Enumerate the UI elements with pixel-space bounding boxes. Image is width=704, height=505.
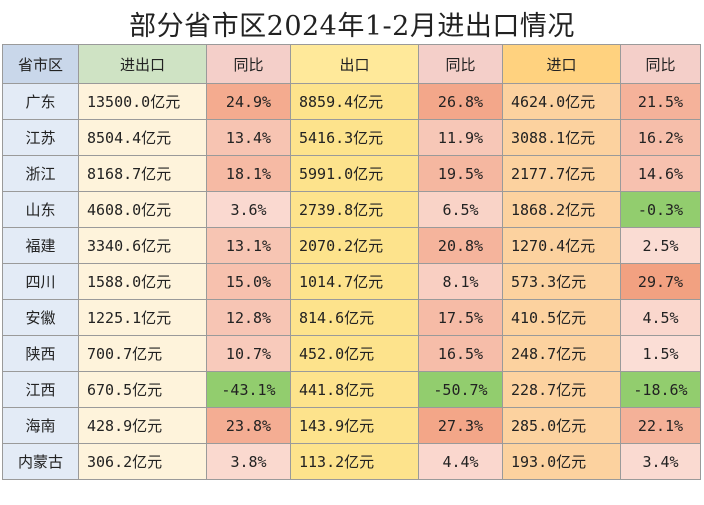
total-cell: 3340.6亿元 [78, 227, 207, 264]
total-cell: 306.2亿元 [78, 443, 207, 480]
export-cell: 2739.8亿元 [290, 191, 419, 228]
export-cell: 143.9亿元 [290, 407, 419, 444]
import-yoy-cell: 29.7% [620, 263, 701, 300]
province-cell: 浙江 [2, 155, 79, 192]
import-cell: 193.0亿元 [502, 443, 621, 480]
export-yoy-cell: 6.5% [418, 191, 503, 228]
province-cell: 江西 [2, 371, 79, 408]
export-cell: 8859.4亿元 [290, 83, 419, 120]
header-import-yoy: 同比 [620, 44, 701, 84]
import-yoy-cell: 4.5% [620, 299, 701, 336]
export-cell: 5416.3亿元 [290, 119, 419, 156]
export-cell: 2070.2亿元 [290, 227, 419, 264]
total-cell: 4608.0亿元 [78, 191, 207, 228]
total-yoy-cell: 18.1% [206, 155, 291, 192]
total-cell: 8504.4亿元 [78, 119, 207, 156]
export-cell: 5991.0亿元 [290, 155, 419, 192]
table-row: 广东 13500.0亿元 24.9% 8859.4亿元 26.8% 4624.0亿元 21.… [2, 83, 701, 120]
import-cell: 573.3亿元 [502, 263, 621, 300]
table-row: 江苏 8504.4亿元 13.4% 5416.3亿元 11.9% 3088.1亿元 16.2… [2, 119, 701, 156]
total-yoy-cell: 3.6% [206, 191, 291, 228]
import-cell: 1868.2亿元 [502, 191, 621, 228]
province-cell: 陕西 [2, 335, 79, 372]
import-cell: 410.5亿元 [502, 299, 621, 336]
header-import: 进口 [502, 44, 621, 84]
total-yoy-cell: 10.7% [206, 335, 291, 372]
total-yoy-cell: 12.8% [206, 299, 291, 336]
header-total: 进出口 [78, 44, 207, 84]
province-cell: 江苏 [2, 119, 79, 156]
province-cell: 广东 [2, 83, 79, 120]
table-body: 广东 13500.0亿元 24.9% 8859.4亿元 26.8% 4624.0亿元 21.… [2, 83, 701, 480]
province-cell: 安徽 [2, 299, 79, 336]
import-yoy-cell: -18.6% [620, 371, 701, 408]
total-yoy-cell: 23.8% [206, 407, 291, 444]
total-yoy-cell: 13.1% [206, 227, 291, 264]
header-export: 出口 [290, 44, 419, 84]
total-yoy-cell: 13.4% [206, 119, 291, 156]
table-row: 陕西 700.7亿元 10.7% 452.0亿元 16.5% 248.7亿元 1.5% [2, 335, 701, 372]
header-total-yoy: 同比 [206, 44, 291, 84]
trade-table: 省市区 进出口 同比 出口 同比 进口 同比 广东 13500.0亿元 24.9% 8… [2, 44, 701, 480]
export-yoy-cell: 26.8% [418, 83, 503, 120]
total-yoy-cell: 3.8% [206, 443, 291, 480]
total-yoy-cell: -43.1% [206, 371, 291, 408]
header-row: 省市区 进出口 同比 出口 同比 进口 同比 [2, 44, 701, 84]
export-yoy-cell: 16.5% [418, 335, 503, 372]
export-yoy-cell: -50.7% [418, 371, 503, 408]
export-yoy-cell: 17.5% [418, 299, 503, 336]
total-cell: 670.5亿元 [78, 371, 207, 408]
table-row: 江西 670.5亿元 -43.1% 441.8亿元 -50.7% 228.7亿元 -18.6… [2, 371, 701, 408]
export-yoy-cell: 4.4% [418, 443, 503, 480]
import-yoy-cell: 2.5% [620, 227, 701, 264]
table-row: 山东 4608.0亿元 3.6% 2739.8亿元 6.5% 1868.2亿元 -0.3% [2, 191, 701, 228]
total-cell: 700.7亿元 [78, 335, 207, 372]
import-cell: 1270.4亿元 [502, 227, 621, 264]
total-cell: 428.9亿元 [78, 407, 207, 444]
province-cell: 四川 [2, 263, 79, 300]
export-cell: 814.6亿元 [290, 299, 419, 336]
import-cell: 2177.7亿元 [502, 155, 621, 192]
province-cell: 福建 [2, 227, 79, 264]
export-cell: 113.2亿元 [290, 443, 419, 480]
header-export-yoy: 同比 [418, 44, 503, 84]
import-cell: 3088.1亿元 [502, 119, 621, 156]
export-yoy-cell: 11.9% [418, 119, 503, 156]
import-cell: 228.7亿元 [502, 371, 621, 408]
export-yoy-cell: 8.1% [418, 263, 503, 300]
total-cell: 1588.0亿元 [78, 263, 207, 300]
table-row: 安徽 1225.1亿元 12.8% 814.6亿元 17.5% 410.5亿元 4.5% [2, 299, 701, 336]
page-title: 部分省市区2024年1-2月进出口情况 [129, 10, 575, 42]
total-cell: 13500.0亿元 [78, 83, 207, 120]
export-cell: 452.0亿元 [290, 335, 419, 372]
export-cell: 441.8亿元 [290, 371, 419, 408]
total-yoy-cell: 15.0% [206, 263, 291, 300]
table-row: 浙江 8168.7亿元 18.1% 5991.0亿元 19.5% 2177.7亿元 14.6… [2, 155, 701, 192]
export-cell: 1014.7亿元 [290, 263, 419, 300]
export-yoy-cell: 27.3% [418, 407, 503, 444]
table-row: 内蒙古 306.2亿元 3.8% 113.2亿元 4.4% 193.0亿元 3.4% [2, 443, 701, 480]
import-yoy-cell: 3.4% [620, 443, 701, 480]
import-yoy-cell: 16.2% [620, 119, 701, 156]
import-yoy-cell: -0.3% [620, 191, 701, 228]
import-yoy-cell: 22.1% [620, 407, 701, 444]
import-cell: 4624.0亿元 [502, 83, 621, 120]
total-cell: 8168.7亿元 [78, 155, 207, 192]
table-row: 四川 1588.0亿元 15.0% 1014.7亿元 8.1% 573.3亿元 29.7% [2, 263, 701, 300]
table-row: 福建 3340.6亿元 13.1% 2070.2亿元 20.8% 1270.4亿元 2.5% [2, 227, 701, 264]
import-yoy-cell: 21.5% [620, 83, 701, 120]
province-cell: 山东 [2, 191, 79, 228]
total-cell: 1225.1亿元 [78, 299, 207, 336]
import-cell: 248.7亿元 [502, 335, 621, 372]
export-yoy-cell: 19.5% [418, 155, 503, 192]
export-yoy-cell: 20.8% [418, 227, 503, 264]
table-row: 海南 428.9亿元 23.8% 143.9亿元 27.3% 285.0亿元 22.1% [2, 407, 701, 444]
import-yoy-cell: 14.6% [620, 155, 701, 192]
import-yoy-cell: 1.5% [620, 335, 701, 372]
import-cell: 285.0亿元 [502, 407, 621, 444]
province-cell: 内蒙古 [2, 443, 79, 480]
province-cell: 海南 [2, 407, 79, 444]
header-province: 省市区 [2, 44, 79, 84]
total-yoy-cell: 24.9% [206, 83, 291, 120]
